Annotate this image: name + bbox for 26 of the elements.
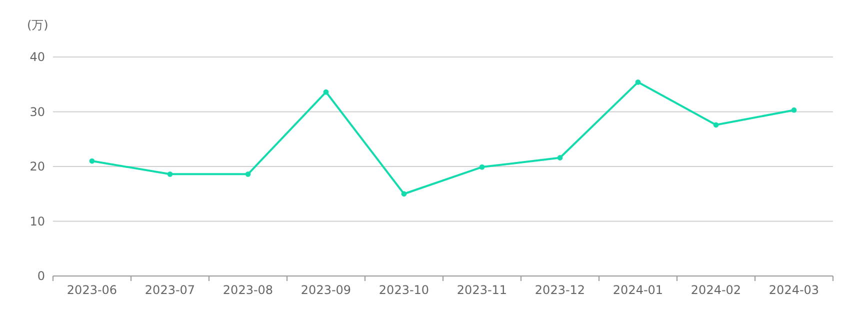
point [167, 171, 173, 177]
y-tick-label: 30 [30, 104, 45, 119]
point [89, 158, 95, 164]
x-tick-label: 2023-08 [222, 283, 274, 297]
y-tick-label: 0 [37, 269, 45, 283]
x-tick-label: 2023-11 [456, 283, 508, 297]
y-axis-title: (万) [27, 18, 48, 32]
point [479, 164, 485, 170]
x-tick-label: 2023-12 [534, 283, 586, 297]
x-tick-label: 2023-09 [300, 283, 352, 297]
point [791, 107, 797, 113]
point [401, 191, 407, 197]
y-tick-label: 40 [30, 50, 45, 64]
point [557, 155, 563, 160]
x-tick-label: 2023-06 [66, 283, 118, 297]
y-tick-label: 10 [30, 214, 45, 228]
x-tick-label: 2023-10 [378, 283, 430, 297]
x-tick-label: 2024-01 [612, 283, 664, 297]
point [323, 89, 329, 95]
x-tick-label: 2024-03 [768, 283, 820, 297]
point [713, 122, 719, 128]
x-tick-label: 2024-02 [690, 283, 742, 297]
y-tick-label: 20 [30, 160, 45, 174]
x-tick-label: 2023-07 [144, 283, 196, 297]
point [635, 79, 641, 85]
point [245, 171, 251, 177]
